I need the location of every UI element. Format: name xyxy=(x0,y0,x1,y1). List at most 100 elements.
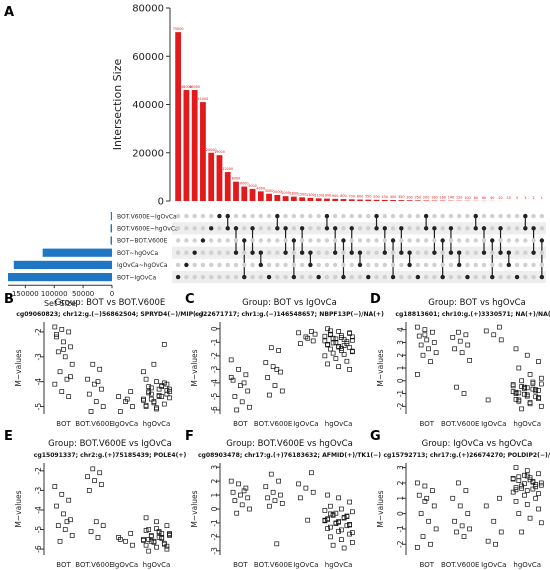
intersection-bar xyxy=(282,196,289,201)
matrix-dot-inactive xyxy=(415,238,421,243)
data-point xyxy=(159,394,165,399)
matrix-dot-inactive xyxy=(498,274,503,280)
data-point xyxy=(278,492,283,498)
matrix-dot-inactive xyxy=(225,238,230,243)
data-point xyxy=(143,404,149,409)
intersection-bar xyxy=(241,186,248,201)
matrix-dot-inactive xyxy=(539,226,545,231)
data-point xyxy=(54,334,59,340)
matrix-dot-inactive xyxy=(200,262,206,268)
matrix-dot-inactive xyxy=(266,213,272,219)
matrix-dot-inactive xyxy=(490,250,495,255)
matrix-dot-active xyxy=(432,250,437,255)
data-point xyxy=(141,537,146,543)
bar-value-label: 41000 xyxy=(198,97,209,101)
matrix-dot-inactive xyxy=(266,250,272,255)
matrix-dot-active xyxy=(242,238,247,243)
data-point xyxy=(156,393,162,398)
data-point xyxy=(228,375,234,380)
matrix-dot-active xyxy=(490,238,495,243)
x-tick-label: BOT xyxy=(420,561,435,569)
y-tick-label: -2 xyxy=(34,328,43,336)
data-point xyxy=(68,374,73,380)
data-point xyxy=(433,526,439,532)
data-point xyxy=(350,337,355,343)
matrix-dot-inactive xyxy=(440,226,445,231)
matrix-dot-active xyxy=(324,226,330,231)
data-point xyxy=(59,389,65,394)
bar-value-label: 1300 xyxy=(306,193,315,197)
data-point xyxy=(491,518,497,524)
y-tick-label: -6 xyxy=(34,545,43,553)
matrix-dot-inactive xyxy=(349,262,354,268)
x-tick-label: IgOvCa xyxy=(481,561,506,569)
matrix-dot-inactive xyxy=(299,262,305,268)
data-point xyxy=(57,369,63,375)
matrix-dot-active xyxy=(423,226,429,231)
data-point xyxy=(88,529,94,534)
x-tick-label: BOT.V600E xyxy=(75,420,113,428)
matrix-dot-inactive xyxy=(233,238,239,243)
matrix-dot-inactive xyxy=(448,262,454,268)
matrix-dot-inactive xyxy=(192,238,197,243)
matrix-dot-inactive xyxy=(233,262,239,268)
matrix-dot-inactive xyxy=(415,250,421,255)
data-point xyxy=(339,346,344,351)
intersection-bar xyxy=(249,188,256,201)
x-tick-label: IgOvCa xyxy=(113,561,138,569)
matrix-dot-inactive xyxy=(308,238,313,243)
bar-value-label: 12000 xyxy=(222,167,233,171)
matrix-dot-inactive xyxy=(498,213,503,219)
matrix-dot-active xyxy=(457,262,462,268)
matrix-dot-inactive xyxy=(523,238,528,243)
bar-value-label: 500 xyxy=(373,195,379,199)
bar-value-label: 180 xyxy=(431,196,437,200)
data-point xyxy=(536,388,541,393)
data-point xyxy=(128,389,134,394)
bar-value-label: 10 xyxy=(507,196,511,200)
matrix-dot-active xyxy=(448,250,454,255)
matrix-dot-inactive xyxy=(316,262,321,268)
matrix-dot-inactive xyxy=(258,226,263,231)
matrix-dot-inactive xyxy=(250,213,255,219)
matrix-dot-inactive xyxy=(423,274,429,280)
matrix-dot-inactive xyxy=(374,250,379,255)
panel-title: Group: IgOvCa vs hgOvCa xyxy=(422,439,533,449)
data-point xyxy=(245,495,251,501)
x-tick-label: hgOvCa xyxy=(325,561,353,569)
data-point xyxy=(230,489,236,495)
data-point xyxy=(456,480,461,486)
matrix-dot-inactive xyxy=(498,262,503,268)
x-tick-label: BOT.V600E xyxy=(441,561,479,569)
data-point xyxy=(148,396,154,402)
matrix-dot-inactive xyxy=(299,213,305,219)
x-tick-label: BOT.V600E xyxy=(254,561,292,569)
data-point xyxy=(247,404,252,410)
y-tick-label: -2 xyxy=(34,467,43,475)
data-point xyxy=(322,338,328,344)
y-tick-label: 1 xyxy=(210,492,219,497)
matrix-dot-inactive xyxy=(217,250,222,255)
data-point xyxy=(159,536,165,541)
data-point xyxy=(68,344,73,350)
data-point xyxy=(513,389,519,395)
data-point xyxy=(519,384,524,389)
matrix-dot-active xyxy=(184,262,189,268)
matrix-dot-active xyxy=(390,274,396,280)
matrix-dot-inactive xyxy=(291,250,297,255)
intersection-bar xyxy=(224,172,231,201)
data-point xyxy=(148,533,154,538)
bar-value-label: 46000 xyxy=(189,85,200,89)
bar-value-label: 100 xyxy=(464,196,470,200)
data-point xyxy=(130,542,135,548)
matrix-dot-inactive xyxy=(366,262,371,268)
data-point xyxy=(530,479,536,485)
y-tick-label: -1 xyxy=(210,519,219,527)
data-point xyxy=(128,531,134,536)
data-point xyxy=(467,526,472,532)
data-point xyxy=(461,391,467,396)
data-point xyxy=(339,335,344,340)
data-point xyxy=(161,540,167,546)
data-point xyxy=(61,347,66,352)
